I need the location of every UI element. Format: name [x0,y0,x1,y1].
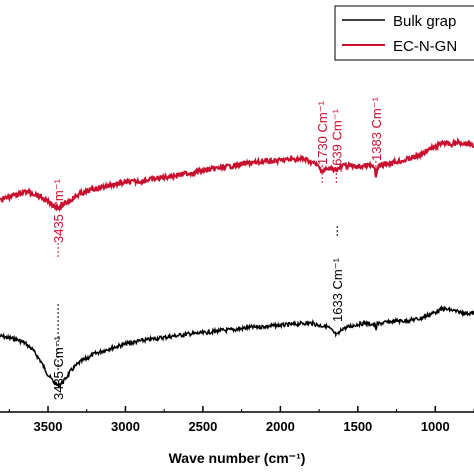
legend: Bulk grap EC-N-GN [334,5,474,61]
annotation-label: 1633 Cm⁻¹ [330,257,345,322]
x-axis-ticks: 3500 3000 2500 2000 1500 1000 [8,406,474,434]
x-tick-label-3000: 3000 [111,419,140,434]
x-axis-title: Wave number (cm⁻¹) [169,450,306,466]
annotation-label: 1639 Cm⁻¹ [329,108,344,173]
annotation-layer: 3435 Cm⁻¹ 1730 Cm⁻¹ 1639 Cm⁻¹ 1383 Cm⁻¹ 1633… [51,96,384,400]
annotation-label: 3435 Cm⁻¹ [51,335,66,400]
annotation-label: 1730 Cm⁻¹ [315,100,330,165]
x-tick-label-2000: 2000 [266,419,295,434]
x-tick-label-3500: 3500 [34,419,63,434]
x-tick-label-1500: 1500 [343,419,372,434]
plot-area: 3500 3000 2500 2000 1500 1000 3435 Cm⁻¹ 1730 C… [0,96,474,434]
legend-box [334,5,474,61]
x-tick-label-1000: 1000 [421,419,450,434]
annotation-label: 1383 Cm⁻¹ [369,96,384,161]
series-line-ecngn [0,137,474,213]
annotation-label: 3435 Cm⁻¹ [51,178,66,243]
legend-label-ecngn: EC-N-GN [393,38,457,55]
x-tick-label-2500: 2500 [188,419,217,434]
series-line-bulk [0,304,474,388]
legend-label-bulk: Bulk grap [393,13,456,30]
series-layer [0,137,474,388]
